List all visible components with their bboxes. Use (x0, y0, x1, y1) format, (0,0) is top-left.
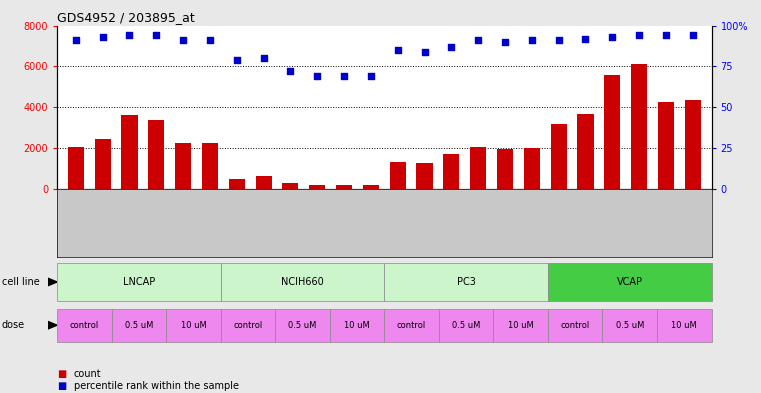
Text: control: control (561, 321, 590, 330)
Point (499, 39, 511, 45)
Bar (551, 125, 567, 189)
Point (445, 44, 457, 50)
Text: cell line: cell line (2, 277, 40, 287)
Bar (363, 185, 379, 189)
Point (257, 55, 269, 61)
Bar (336, 185, 352, 189)
Bar (631, 64, 647, 189)
Bar (578, 114, 594, 189)
Bar (604, 75, 620, 189)
Text: 10 uM: 10 uM (344, 321, 370, 330)
Text: percentile rank within the sample: percentile rank within the sample (74, 381, 239, 391)
Bar (256, 176, 272, 189)
Point (123, 32, 135, 39)
Point (231, 57, 243, 63)
Point (338, 73, 350, 79)
Bar (470, 147, 486, 189)
Text: ■: ■ (57, 381, 66, 391)
Text: 10 uM: 10 uM (508, 321, 533, 330)
Point (419, 48, 431, 55)
Bar (122, 115, 138, 189)
Point (70, 37, 82, 43)
Bar (444, 154, 460, 189)
Text: 0.5 uM: 0.5 uM (616, 321, 644, 330)
Bar (390, 162, 406, 189)
Text: 0.5 uM: 0.5 uM (288, 321, 317, 330)
Point (285, 68, 297, 74)
Point (526, 37, 538, 43)
Polygon shape (48, 278, 57, 286)
Bar (282, 182, 298, 189)
Point (177, 37, 189, 43)
Point (392, 47, 404, 53)
Text: 0.5 uM: 0.5 uM (125, 321, 153, 330)
Text: 10 uM: 10 uM (671, 321, 697, 330)
Text: control: control (234, 321, 263, 330)
Text: count: count (74, 369, 101, 379)
Point (97, 34, 109, 40)
Bar (148, 120, 164, 189)
Point (472, 37, 484, 43)
Point (311, 73, 323, 79)
Text: control: control (70, 321, 99, 330)
Text: GDS4952 / 203895_at: GDS4952 / 203895_at (57, 11, 195, 24)
Point (686, 32, 699, 39)
Text: 0.5 uM: 0.5 uM (452, 321, 480, 330)
Bar (175, 143, 191, 189)
Bar (202, 143, 218, 189)
Bar (94, 139, 110, 189)
Bar (524, 148, 540, 189)
Text: NCIH660: NCIH660 (281, 277, 324, 287)
Bar (658, 102, 674, 189)
Polygon shape (48, 321, 57, 329)
Text: LNCAP: LNCAP (123, 277, 155, 287)
Bar (416, 163, 432, 189)
Bar (497, 149, 513, 189)
Point (660, 32, 672, 39)
Point (365, 73, 377, 79)
Point (579, 35, 591, 42)
Bar (68, 147, 84, 189)
Text: 10 uM: 10 uM (180, 321, 206, 330)
Text: VCAP: VCAP (616, 277, 643, 287)
Bar (685, 100, 701, 189)
Text: dose: dose (2, 320, 24, 330)
Point (633, 32, 645, 39)
Text: ■: ■ (57, 369, 66, 379)
Point (204, 37, 216, 43)
Text: PC3: PC3 (457, 277, 476, 287)
Bar (309, 185, 325, 189)
Point (552, 37, 565, 43)
Point (150, 32, 162, 39)
Text: control: control (397, 321, 426, 330)
Bar (229, 180, 245, 189)
Point (607, 34, 619, 40)
